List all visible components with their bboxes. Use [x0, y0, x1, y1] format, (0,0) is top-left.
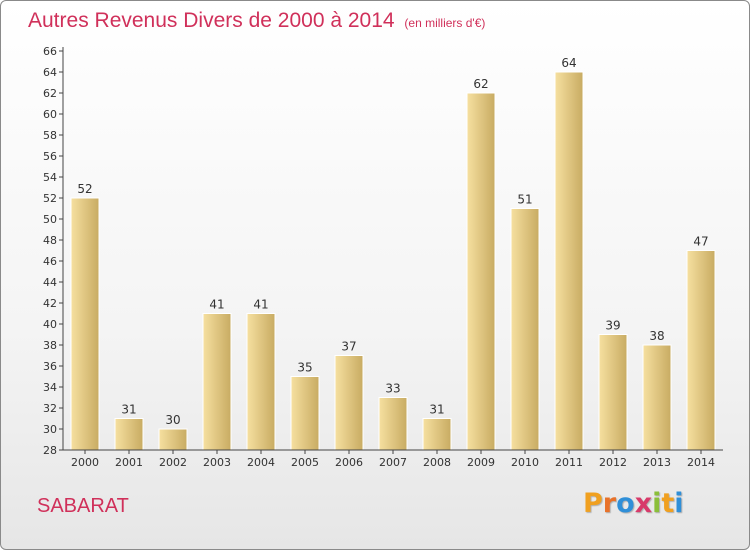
x-tick-label-2007: 2007 [379, 456, 407, 469]
bar-2000 [70, 197, 100, 451]
y-tick-label-44: 44 [43, 276, 57, 289]
x-tick-label-2012: 2012 [599, 456, 627, 469]
data-label-2013: 38 [649, 329, 664, 343]
y-tick-label-64: 64 [43, 66, 57, 79]
proxiti-logo: Proxiti [583, 488, 684, 519]
y-tick-label-58: 58 [43, 129, 57, 142]
x-tick-label-2011: 2011 [555, 456, 583, 469]
logo-letter: r [602, 488, 617, 519]
data-label-2003: 41 [209, 298, 224, 312]
axis-layer: 2000 2001 2002 2003 2004 2005 2006 2007 2008 2009… [43, 45, 723, 469]
bar-2013 [642, 344, 672, 451]
x-tick-label-2010: 2010 [511, 456, 539, 469]
data-label-2001: 31 [121, 403, 136, 417]
logo-letter: i [674, 488, 684, 519]
y-tick-label-66: 66 [43, 45, 57, 58]
bar-2003 [202, 313, 232, 451]
x-tick-label-2006: 2006 [335, 456, 363, 469]
y-tick-label-54: 54 [43, 171, 57, 184]
y-tick-label-36: 36 [43, 360, 57, 373]
logo-letter: o [616, 488, 635, 519]
data-label-2002: 30 [165, 413, 180, 427]
data-label-2006: 37 [341, 340, 356, 354]
y-tick-label-50: 50 [43, 213, 57, 226]
y-tick-label-46: 46 [43, 255, 57, 268]
bar-2004 [246, 313, 276, 451]
bar-2010 [510, 208, 540, 451]
y-tick-label-30: 30 [43, 423, 57, 436]
x-tick-label-2005: 2005 [291, 456, 319, 469]
data-label-2009: 62 [473, 77, 488, 91]
bar-2008 [422, 418, 452, 451]
y-tick-label-52: 52 [43, 192, 57, 205]
data-label-2010: 51 [517, 193, 532, 207]
bar-2002 [158, 428, 188, 451]
logo-letter: i [652, 488, 662, 519]
commune-name: SABARAT [37, 495, 129, 517]
bar-2014 [686, 250, 716, 451]
y-tick-label-48: 48 [43, 234, 57, 247]
x-tick-label-2013: 2013 [643, 456, 671, 469]
bars-layer: 52 31 30 41 41 35 37 33 31 62 51 64 39 38 47 [70, 56, 716, 451]
bar-2005 [290, 376, 320, 451]
y-tick-label-40: 40 [43, 318, 57, 331]
y-tick-label-42: 42 [43, 297, 57, 310]
chart-title: Autres Revenus Divers de 2000 à 2014 (en… [28, 9, 485, 33]
y-tick-label-32: 32 [43, 402, 57, 415]
bar-2012 [598, 334, 628, 451]
x-tick-label-2008: 2008 [423, 456, 451, 469]
bar-2006 [334, 355, 364, 451]
y-tick-label-62: 62 [43, 87, 57, 100]
logo-letter: t [661, 488, 675, 519]
y-tick-label-38: 38 [43, 339, 57, 352]
x-tick-label-2000: 2000 [71, 456, 99, 469]
bar-2001 [114, 418, 144, 451]
data-label-2012: 39 [605, 319, 620, 333]
bar-2007 [378, 397, 408, 451]
x-tick-label-2001: 2001 [115, 456, 143, 469]
x-tick-label-2004: 2004 [247, 456, 275, 469]
data-label-2014: 47 [693, 235, 708, 249]
data-label-2008: 31 [429, 403, 444, 417]
data-label-2005: 35 [297, 361, 312, 375]
y-tick-label-60: 60 [43, 108, 57, 121]
data-label-2011: 64 [561, 56, 576, 70]
x-tick-label-2009: 2009 [467, 456, 495, 469]
y-tick-label-34: 34 [43, 381, 57, 394]
data-label-2004: 41 [253, 298, 268, 312]
bar-2009 [466, 92, 496, 451]
chart-subtitle: (en milliers d'€) [404, 16, 486, 30]
y-tick-label-56: 56 [43, 150, 57, 163]
bar-2011 [554, 71, 584, 451]
x-tick-label-2003: 2003 [203, 456, 231, 469]
data-label-2000: 52 [77, 182, 92, 196]
logo-letter: x [634, 488, 653, 519]
chart-title-text: Autres Revenus Divers de 2000 à 2014 [28, 9, 395, 32]
logo-letter: P [583, 488, 603, 519]
y-tick-label-28: 28 [43, 444, 57, 457]
data-label-2007: 33 [385, 382, 400, 396]
x-tick-label-2002: 2002 [159, 456, 187, 469]
x-tick-label-2014: 2014 [687, 456, 715, 469]
